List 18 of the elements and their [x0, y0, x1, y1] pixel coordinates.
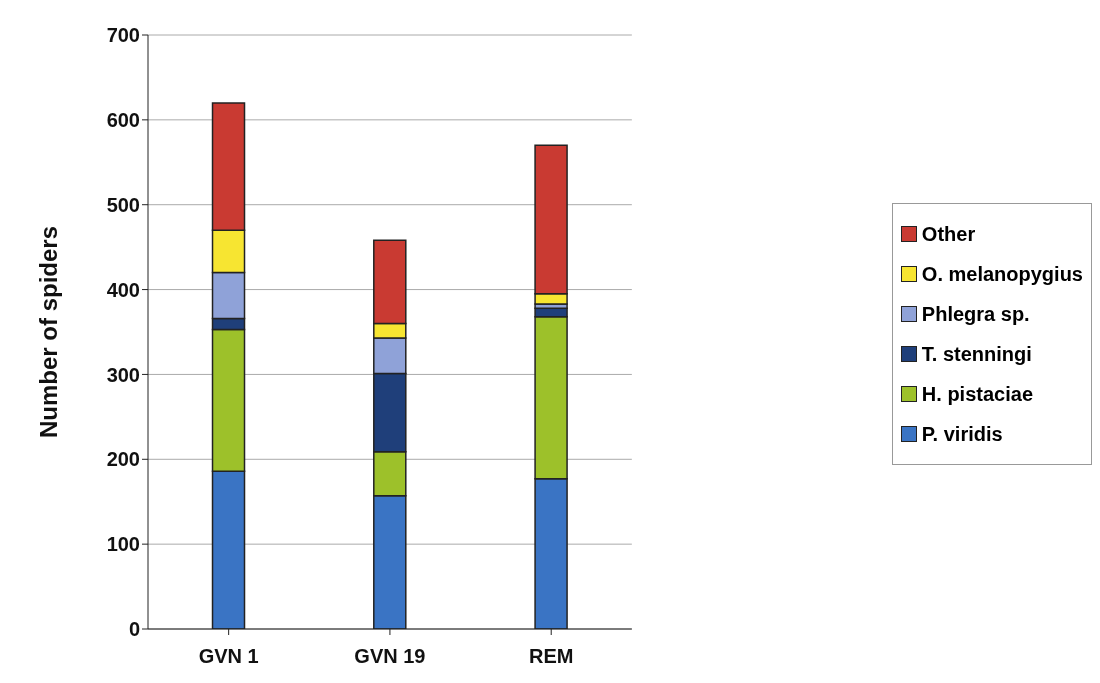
y-tick-label: 0 — [128, 618, 140, 641]
legend-label: Other — [921, 222, 976, 246]
legend-label: O. melanopygius — [921, 262, 1083, 286]
legend-label: P. viridis — [921, 422, 1003, 446]
y-tick-label: 300 — [106, 363, 140, 386]
y-tick-label: 400 — [106, 278, 140, 301]
y-tick-label: 200 — [106, 448, 140, 471]
y-tick-label: 700 — [106, 24, 140, 47]
x-tick-label: GVN 1 — [198, 645, 259, 668]
legend-label: Phlegra sp. — [921, 302, 1030, 326]
x-tick-label: GVN 19 — [354, 645, 426, 668]
legend-label: T. stenningi — [921, 342, 1032, 366]
y-tick-label: 500 — [106, 193, 140, 216]
x-tick-label: REM — [528, 645, 574, 668]
y-axis-title: Number of spiders — [34, 225, 62, 439]
legend-label: H. pistaciae — [921, 382, 1034, 406]
y-tick-label: 600 — [106, 108, 140, 131]
y-tick-label: 100 — [106, 533, 140, 556]
